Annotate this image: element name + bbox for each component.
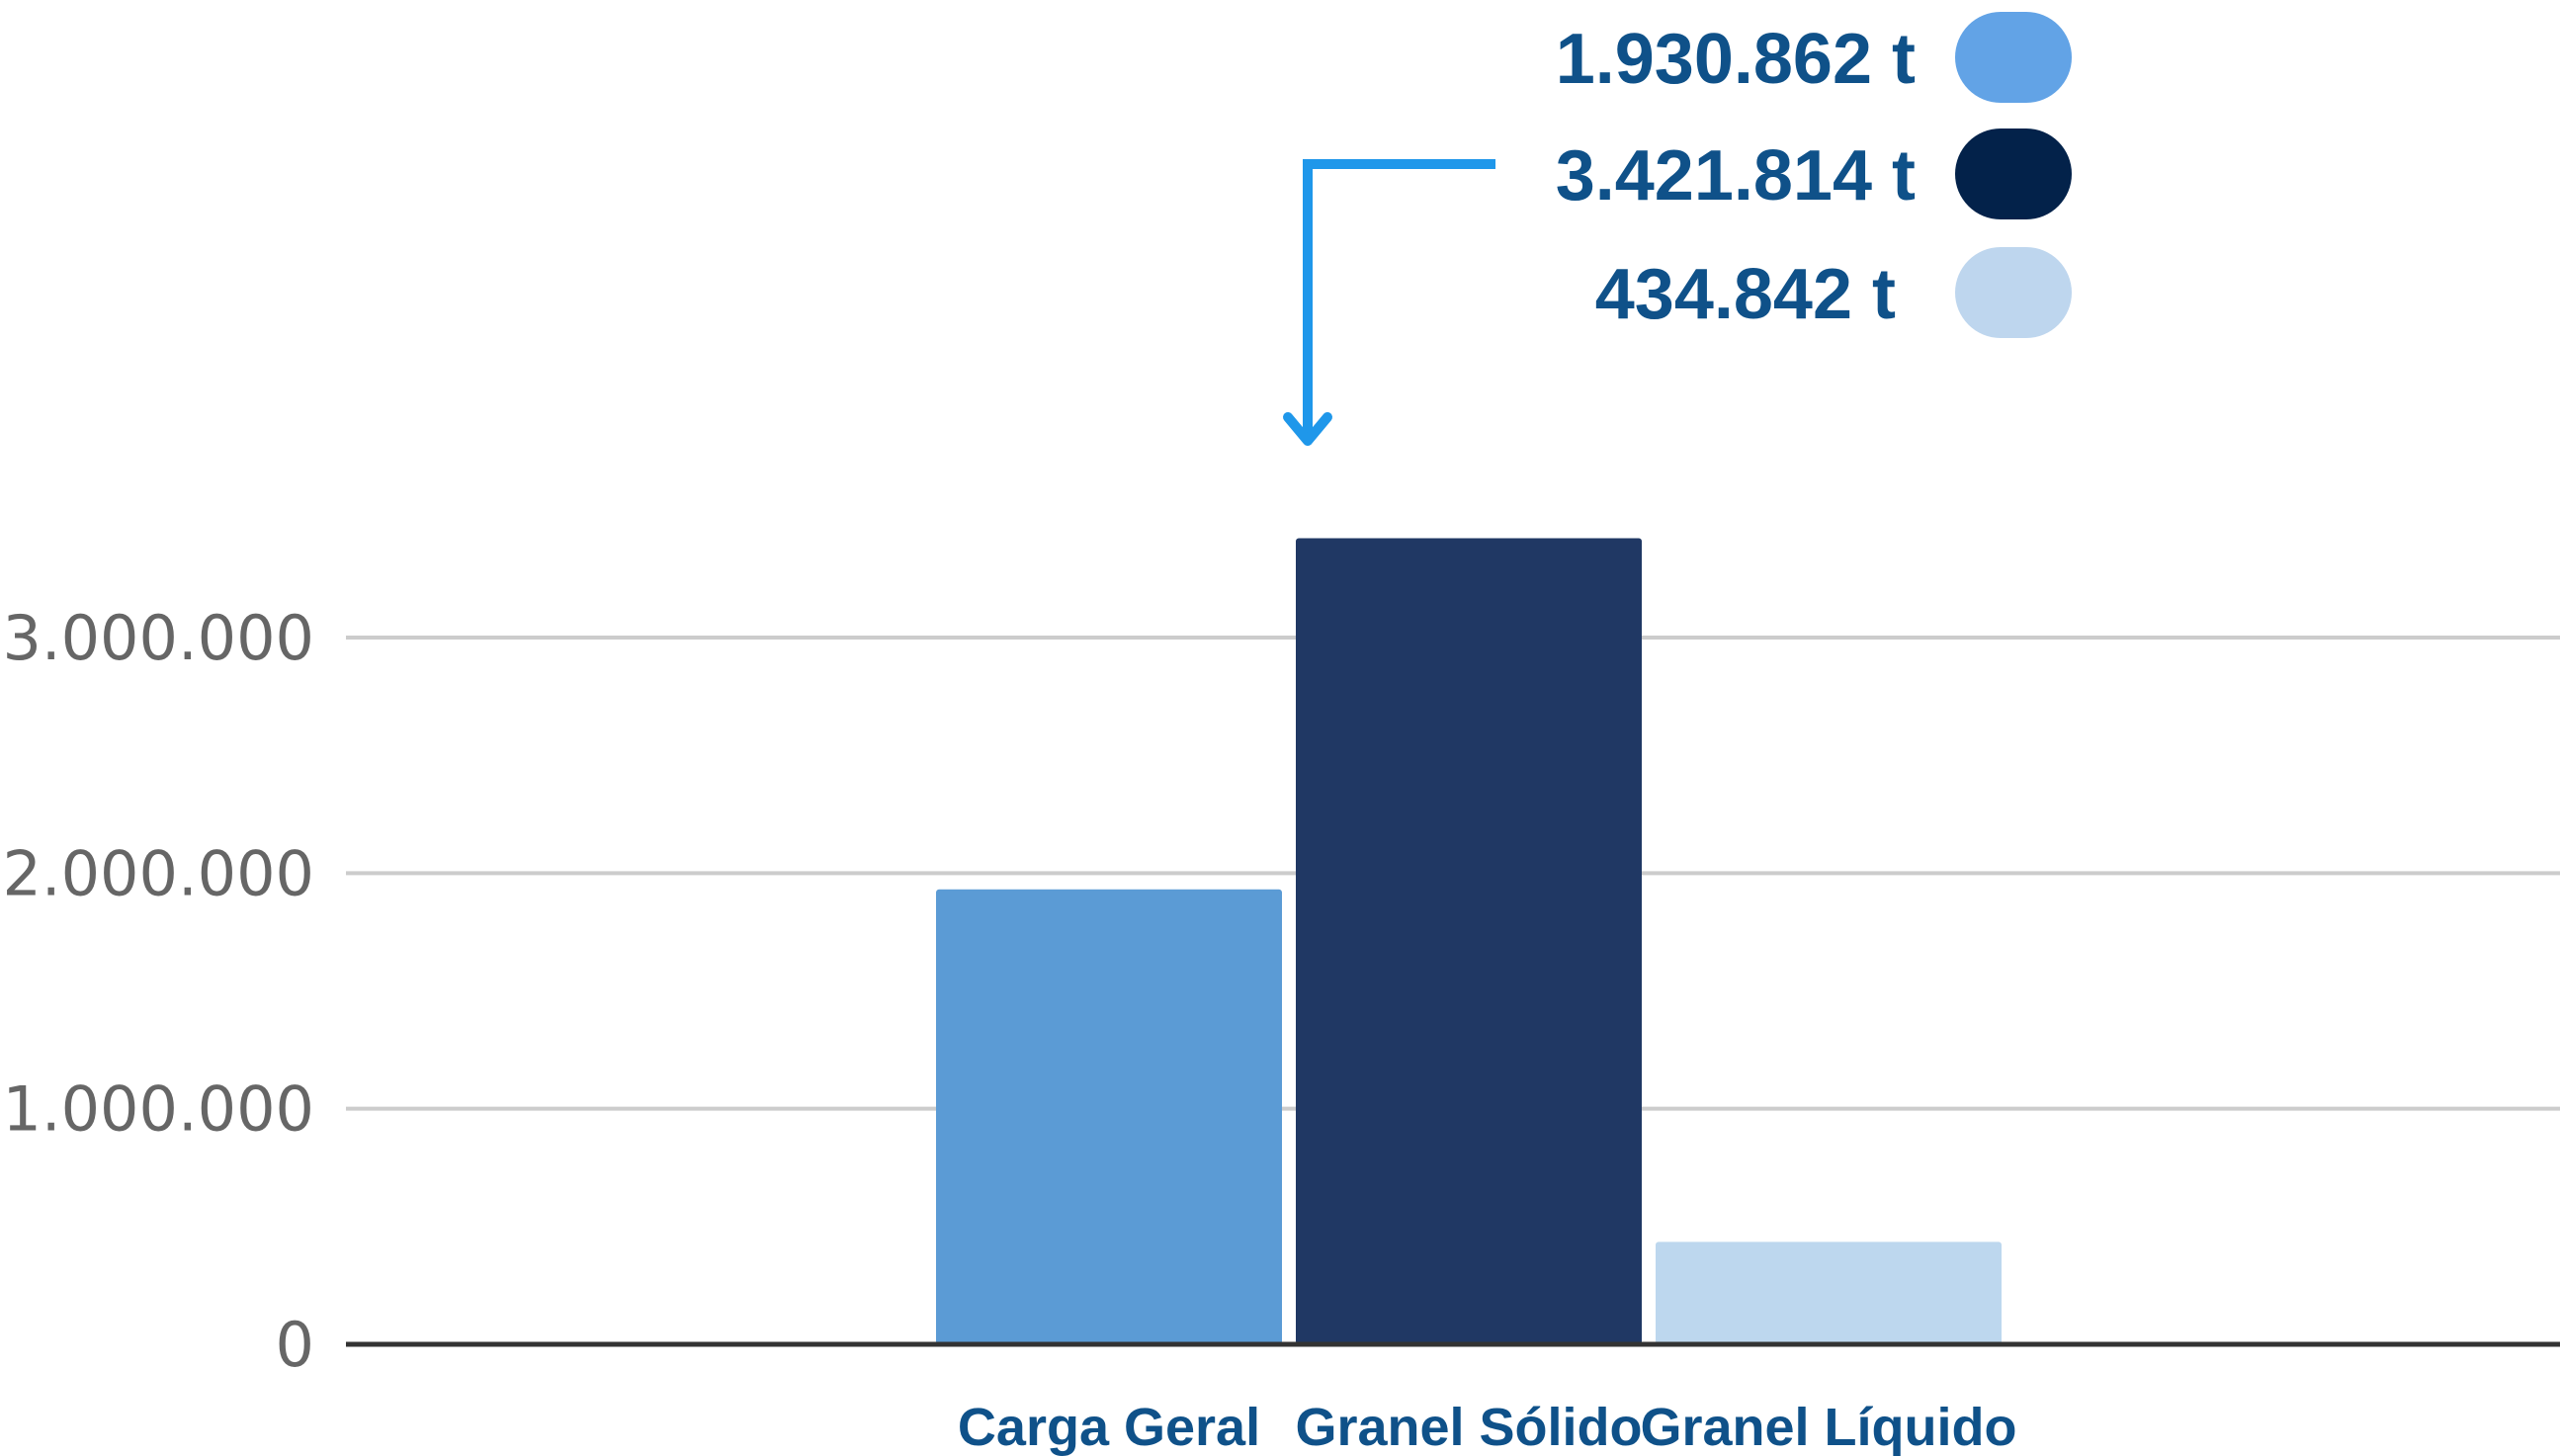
y-tick-label: 0 xyxy=(276,1309,314,1381)
arrow-head-icon xyxy=(1283,412,1332,446)
bars xyxy=(936,538,2002,1344)
arrow-line xyxy=(1303,159,1495,435)
legend-value-label: 434.842 t xyxy=(1595,255,1896,334)
bar-carga-geral xyxy=(936,889,1282,1344)
legend-swatch xyxy=(1955,12,2072,103)
y-axis-ticks: 0 1.000.000 2.000.000 3.000.000 xyxy=(2,602,314,1381)
legend-swatch xyxy=(1955,128,2072,219)
bar-granel-líquido xyxy=(1656,1242,2002,1344)
y-tick-label: 2.000.000 xyxy=(2,837,314,909)
category-label: Carga Geral xyxy=(958,1398,1260,1456)
category-label: Granel Sólido xyxy=(1295,1398,1642,1456)
legend: 1.930.862 t 3.421.814 t 434.842 t xyxy=(1556,12,2072,338)
y-tick-label: 1.000.000 xyxy=(2,1073,314,1146)
annotation-arrow xyxy=(1283,159,1495,446)
legend-swatch xyxy=(1955,247,2072,338)
legend-value-label: 1.930.862 t xyxy=(1556,20,1916,99)
legend-value-label: 3.421.814 t xyxy=(1556,136,1916,215)
y-tick-label: 3.000.000 xyxy=(2,602,314,674)
category-label: Granel Líquido xyxy=(1640,1398,2016,1456)
bar-granel-sólido xyxy=(1296,538,1642,1344)
